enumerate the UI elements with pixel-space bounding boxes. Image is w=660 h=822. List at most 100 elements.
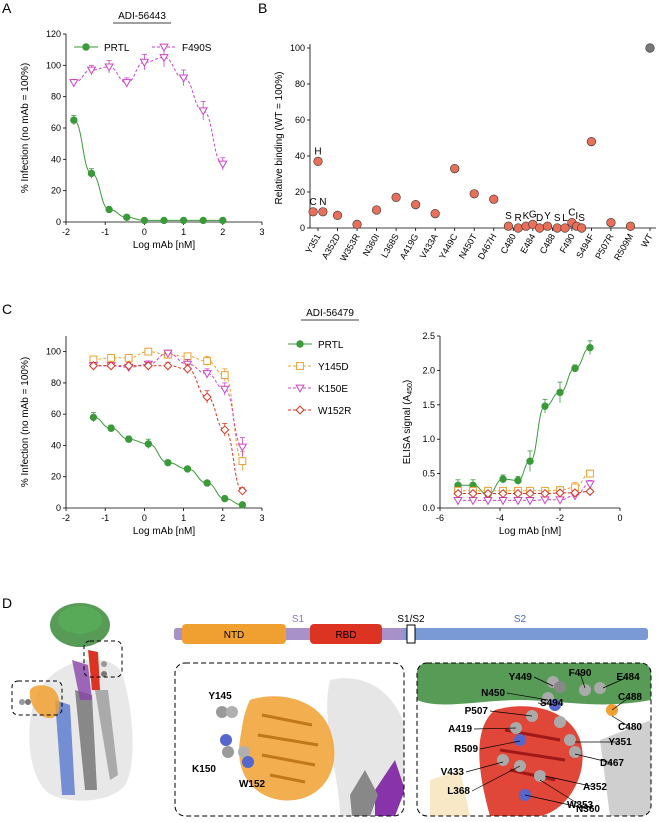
data-point [88, 361, 99, 371]
x-axis-title: Log mAb [nM] [499, 526, 561, 537]
binding-point [318, 207, 328, 217]
residue-leader-line [489, 710, 533, 717]
rbd-residue-label: A419 [448, 724, 472, 735]
y-tick-label: 100 [290, 43, 305, 53]
mutation-letter-label: I [575, 211, 578, 222]
s2-label: S2 [514, 614, 527, 625]
y-tick-label: 20 [51, 186, 61, 196]
data-point [586, 469, 594, 478]
residue-leader-line [611, 715, 631, 728]
x-tick-label: -6 [436, 513, 444, 523]
data-point [143, 361, 153, 371]
binding-point [308, 207, 318, 217]
binding-point [450, 164, 460, 174]
y-tick-label: 0.0 [422, 503, 435, 513]
data-point [203, 357, 212, 365]
legend-label: K150E [318, 384, 348, 395]
binding-point [411, 200, 421, 210]
data-point [220, 425, 230, 435]
data-point [483, 488, 493, 499]
data-point [499, 475, 507, 483]
binding-point [625, 221, 636, 231]
residue-leader-line [524, 794, 589, 810]
x-tick-label: W353R [338, 232, 362, 263]
binding-point [552, 223, 562, 233]
data-point [124, 361, 134, 371]
data-point [219, 216, 227, 225]
ntd-residue-label: W152 [239, 779, 266, 790]
x-tick-label: 1 [181, 513, 186, 523]
rbd-residue-label: Y449 [509, 672, 533, 683]
data-point [144, 347, 153, 356]
residue-leader-line [533, 676, 554, 687]
data-point [585, 486, 595, 497]
data-point [221, 494, 229, 503]
panel-c-mab-title: ADI-56479 [306, 308, 354, 319]
legend-marker [296, 362, 304, 370]
ntd-zoom-panel: Y145 K150 W152 [174, 662, 405, 817]
y-tick-label: 60 [51, 409, 61, 419]
y-tick-label: 0 [300, 223, 305, 233]
data-point [202, 370, 212, 379]
y-axis-title: % Infection (no mAb = 100%) [20, 63, 31, 193]
ntd-domain [182, 624, 286, 644]
mutation-letter-label: H [314, 146, 321, 157]
rbd-label: RBD [335, 630, 356, 641]
data-point [178, 74, 189, 83]
rbd-residue-label: N360 [576, 804, 600, 815]
ntd-residue-label: Y145 [208, 691, 232, 702]
data-point [556, 388, 564, 397]
y-axis-title: Relative binding (WT = 100%) [274, 72, 285, 205]
data-point [525, 488, 535, 499]
mutation-letter-label: C [568, 208, 575, 219]
x-tick-label: 1 [181, 227, 186, 237]
x-tick-label: 2 [220, 513, 225, 523]
binding-point [332, 210, 343, 220]
panel-b-chart: 0 20 40 60 80 100 Relative binding (WT = 100%)… [274, 43, 656, 263]
legend-label: Y145D [318, 362, 349, 373]
y-tick-label: 20 [51, 472, 61, 482]
data-point [86, 66, 97, 75]
data-point [106, 361, 116, 371]
series-curve [93, 365, 243, 492]
x-tick-label: N360I [361, 232, 382, 258]
y-tick-label: 80 [51, 378, 61, 388]
x-tick-label: -4 [496, 513, 504, 523]
x-tick-label: R509M [612, 232, 635, 262]
y-tick-label: 1.5 [422, 400, 435, 410]
panel-a-legend: PRTL F490S [74, 43, 212, 54]
rbd-residue-labels: Y449 F490 E484 N450 S494 C488 P507 A419 C480 Y351… [441, 668, 643, 815]
mutation-letter-label: L [562, 213, 568, 224]
x-tick-label: C480 [499, 232, 518, 256]
y-tick-label: 0.5 [422, 469, 435, 479]
data-point [123, 213, 131, 222]
x-tick-label: E484 [518, 232, 537, 255]
residue-leader-line [579, 672, 586, 689]
data-point [164, 458, 172, 467]
data-point [69, 79, 79, 88]
rbd-residue-label: C480 [618, 722, 642, 733]
data-point [238, 501, 247, 509]
data-point [163, 361, 173, 371]
residue-leader-line [611, 696, 631, 711]
binding-point [430, 209, 440, 219]
rbd-zoom-box [83, 640, 123, 678]
series-curve [73, 119, 223, 221]
y-axis-title: % Infection (no mAb = 100%) [20, 357, 31, 487]
rbd-domain [310, 624, 382, 644]
data-point [202, 392, 212, 402]
binding-point [352, 219, 362, 229]
rbd-residue-label: N450 [481, 688, 505, 699]
x-tick-label: 3 [259, 513, 264, 523]
residue-leader-line [537, 702, 556, 706]
spike-domain-bar: NTD RBD S1 S1/S2 S2 [174, 614, 648, 644]
data-point [104, 63, 114, 72]
y-tick-label: 40 [51, 154, 61, 164]
x-tick-label: -2 [62, 227, 70, 237]
series-curve [458, 473, 591, 492]
panel-a-mab-title: ADI-56443 [118, 11, 166, 22]
data-point [555, 488, 565, 498]
s1s2-label: S1/S2 [397, 614, 425, 625]
panel-a-letter: A [2, 0, 12, 16]
